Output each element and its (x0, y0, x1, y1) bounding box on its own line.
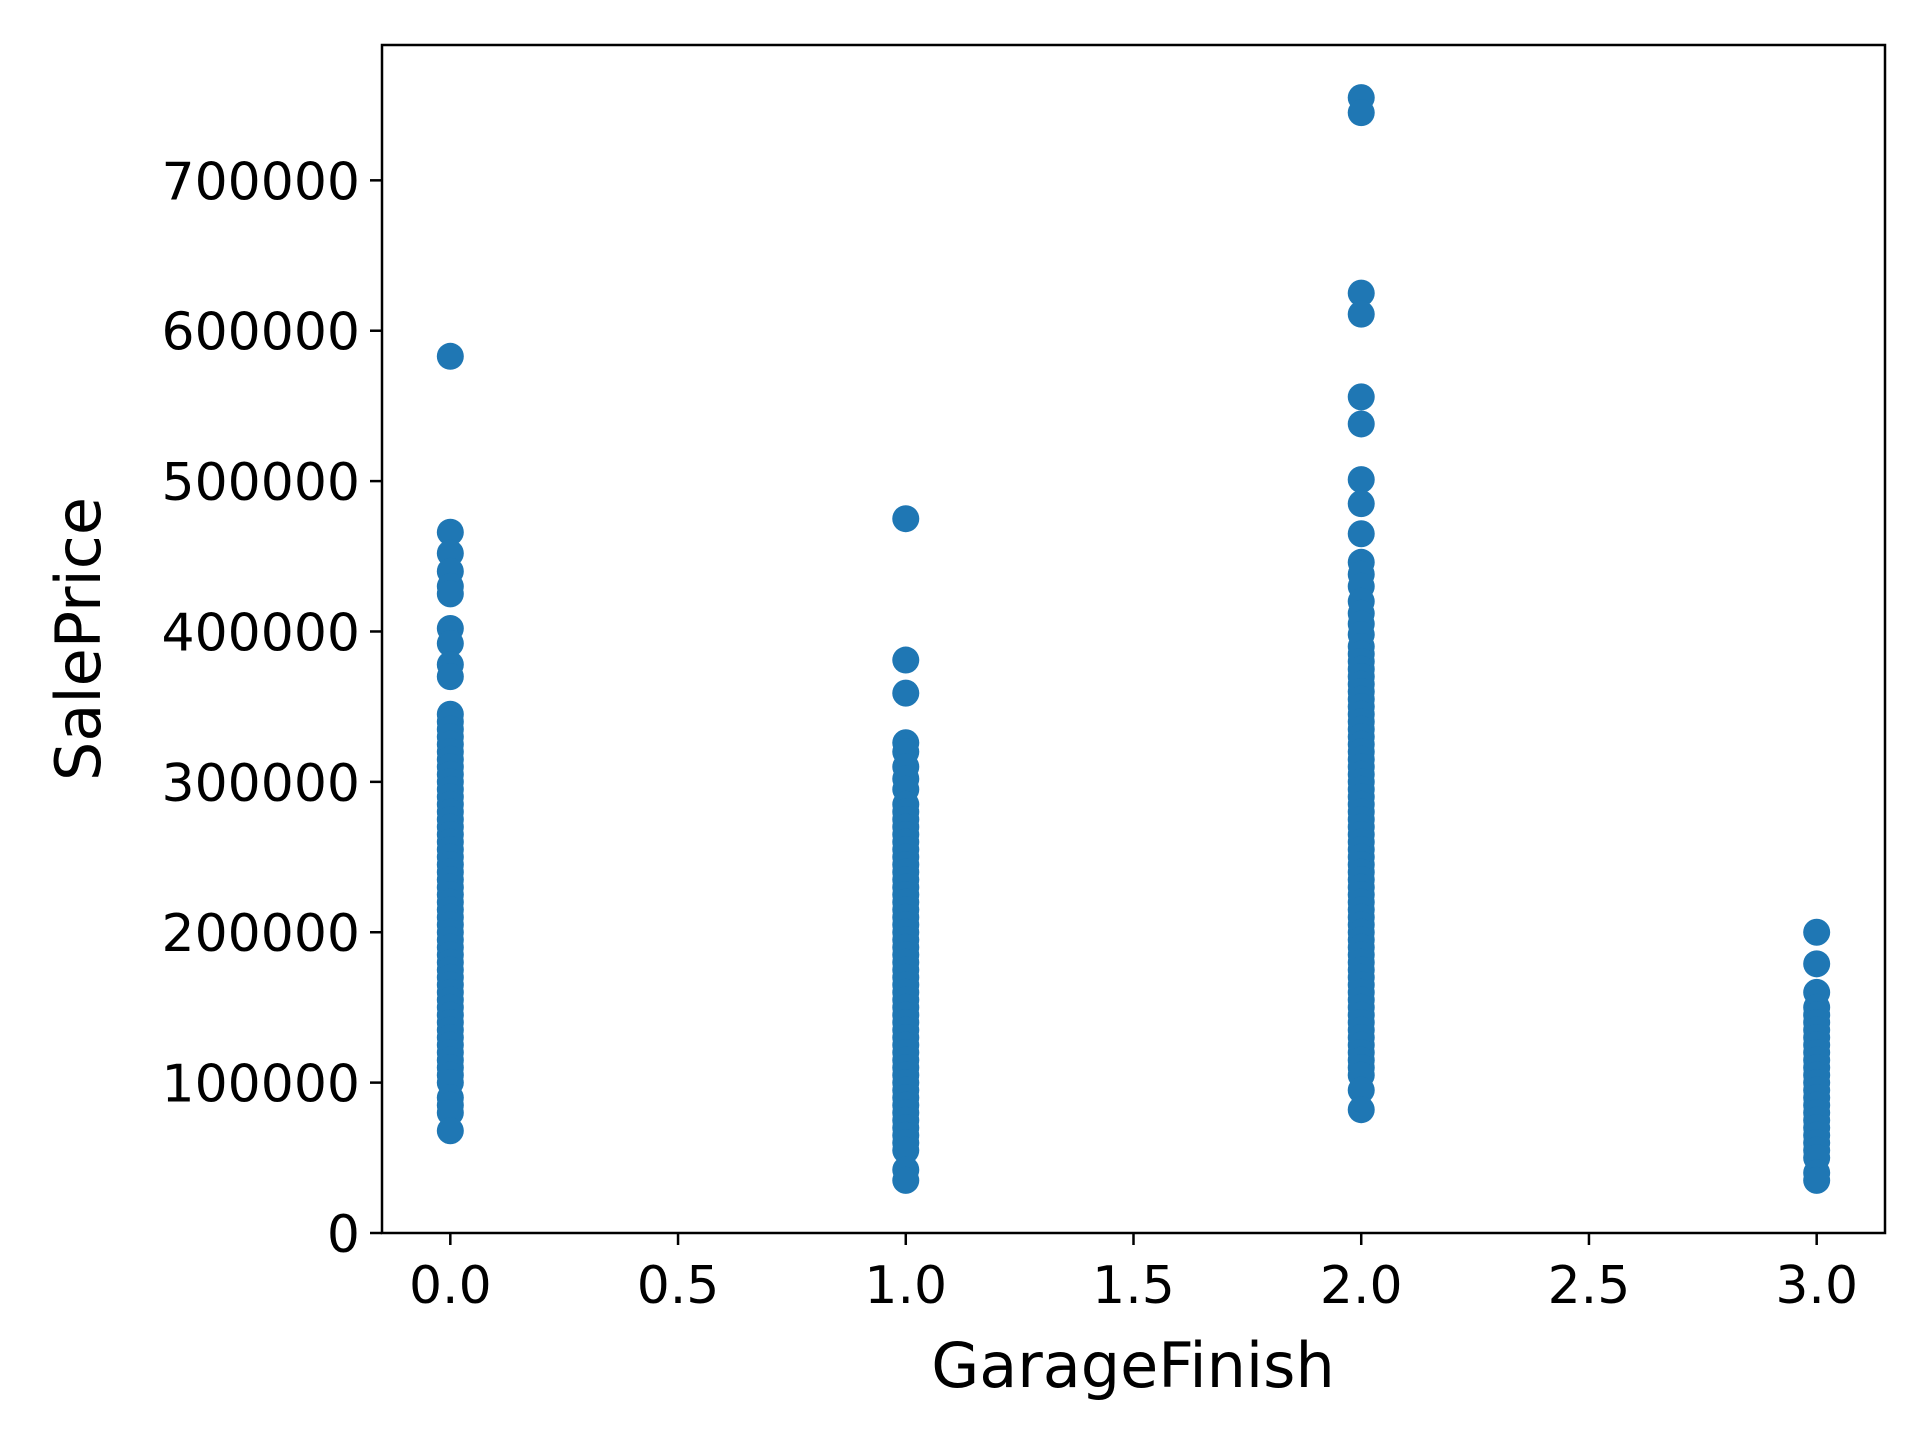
data-point (1803, 1166, 1831, 1194)
data-point (892, 679, 920, 707)
y-tick-label: 0 (327, 1205, 360, 1265)
data-point (1347, 383, 1375, 411)
data-point (1347, 99, 1375, 127)
data-point (436, 342, 464, 370)
data-point (1347, 490, 1375, 518)
data-point (436, 580, 464, 608)
y-tick-label: 600000 (161, 303, 360, 363)
y-tick-label: 500000 (161, 453, 360, 513)
x-axis-ticks: 0.0 0.5 1.0 1.5 2.0 2.5 3.0 (409, 1233, 1858, 1316)
data-point (892, 1136, 920, 1164)
data-point (1803, 950, 1831, 978)
data-point (1347, 300, 1375, 328)
data-point (892, 505, 920, 533)
x-tick-label: 2.5 (1548, 1256, 1631, 1316)
x-tick-label: 2.0 (1320, 1256, 1403, 1316)
data-point (892, 646, 920, 674)
data-point (1347, 410, 1375, 438)
data-point (1347, 520, 1375, 548)
x-tick-label: 1.0 (864, 1256, 947, 1316)
y-axis-ticks: 0 100000 200000 300000 400000 500000 600000 700… (161, 152, 382, 1265)
x-axis-title: GarageFinish (931, 1329, 1335, 1402)
data-point (436, 630, 464, 658)
data-point (1347, 279, 1375, 307)
data-points (436, 84, 1831, 1194)
x-tick-label: 1.5 (1092, 1256, 1175, 1316)
data-point (1347, 466, 1375, 494)
data-point (1803, 918, 1831, 946)
data-point (436, 518, 464, 546)
x-tick-label: 3.0 (1775, 1256, 1858, 1316)
data-point (1347, 1096, 1375, 1124)
data-point (892, 1166, 920, 1194)
y-axis-title: SalePrice (42, 497, 115, 781)
y-tick-label: 400000 (161, 603, 360, 663)
data-point (436, 1117, 464, 1145)
x-tick-label: 0.0 (409, 1256, 492, 1316)
y-tick-label: 700000 (161, 152, 360, 212)
x-tick-label: 0.5 (637, 1256, 720, 1316)
data-point (436, 663, 464, 691)
y-tick-label: 300000 (161, 754, 360, 814)
data-point (1347, 1076, 1375, 1104)
y-tick-label: 200000 (161, 904, 360, 964)
y-tick-label: 100000 (161, 1055, 360, 1115)
